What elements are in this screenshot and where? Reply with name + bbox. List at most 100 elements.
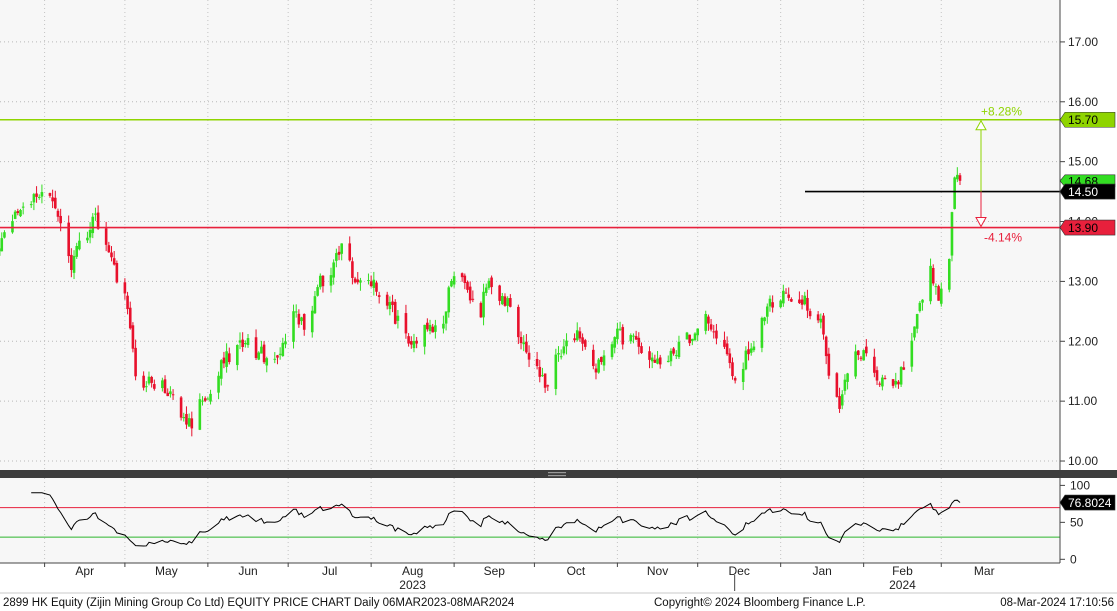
year-label: 2023 [399, 578, 426, 592]
candle-body [284, 341, 287, 345]
candle-body [67, 222, 70, 257]
candle-body [618, 328, 622, 330]
candle-body [385, 294, 389, 306]
candle-body [415, 340, 418, 344]
candle-body [16, 211, 20, 214]
candle-body [610, 344, 614, 358]
candle-body [147, 376, 151, 384]
candle-body [873, 356, 876, 373]
year-label: 2024 [889, 578, 916, 592]
candle-body [709, 324, 713, 330]
candle-body [835, 373, 839, 397]
candle-body [396, 315, 400, 321]
panel-divider[interactable] [0, 470, 1117, 478]
candle-body [854, 351, 857, 377]
month-label: Nov [647, 564, 668, 578]
candle-body [313, 296, 317, 314]
candle-body [340, 243, 343, 254]
candle-body [878, 383, 882, 385]
candle-body [503, 296, 507, 306]
candle-body [254, 337, 258, 359]
candle-body [562, 346, 566, 354]
candle-body [600, 356, 603, 362]
month-label: Jan [812, 564, 831, 578]
candle-body [929, 265, 932, 302]
candle-body [790, 299, 793, 302]
candle-body [434, 325, 437, 332]
candle-body [581, 337, 584, 344]
candle-body [35, 193, 38, 197]
candle-body [471, 298, 475, 300]
candle-body [278, 353, 282, 355]
candle-body [541, 375, 544, 377]
candle-body [281, 342, 285, 357]
candle-body [913, 326, 916, 338]
candle-body [693, 333, 697, 341]
candle-body [142, 375, 145, 388]
candle-body [150, 377, 153, 383]
candle-body [637, 337, 641, 347]
candle-body [91, 216, 95, 234]
candle-body [407, 336, 410, 344]
candle-body [592, 349, 595, 367]
candle-body [484, 287, 488, 293]
candle-body [629, 335, 633, 342]
candle-body [899, 367, 903, 385]
candle-body [865, 346, 868, 354]
candle-body [209, 393, 212, 402]
candle-body [747, 349, 750, 355]
candle-body [423, 324, 426, 347]
candle-body [310, 310, 314, 333]
candle-body [546, 385, 550, 387]
candle-body [273, 358, 277, 360]
candle-body [404, 313, 408, 334]
x-axis: Apr May Jun Jul Aug Sep Oct Nov Dec Jan Feb Mar 2023… [44, 563, 995, 592]
stop-arrow-head [975, 217, 987, 228]
candle-body [388, 302, 392, 310]
candle-body [741, 368, 745, 382]
candle-body [723, 339, 726, 347]
indicator-line [31, 492, 961, 547]
candle-body [236, 344, 239, 366]
indicator-value-tag-text: 76.8024 [1068, 496, 1112, 510]
candle-body [656, 358, 659, 364]
candle-body [634, 336, 638, 340]
candle-body [594, 368, 598, 373]
indicator-tick-label: 0 [1070, 552, 1077, 566]
candle-body [752, 346, 756, 351]
candle-body [765, 306, 769, 317]
candle-body [463, 275, 467, 283]
candle-body [276, 355, 279, 358]
candle-body [800, 299, 804, 305]
candle-body [500, 296, 504, 305]
candle-body [131, 325, 135, 349]
candle-body [447, 287, 451, 313]
candle-body [70, 254, 73, 270]
candle-body [48, 193, 52, 196]
candle-body [947, 258, 951, 290]
candle-body [332, 262, 335, 278]
target-pct-label: +8.28% [981, 105, 1022, 119]
candle-body [648, 351, 651, 360]
candle-body [613, 337, 617, 348]
candle-body [86, 237, 89, 241]
candle-body [185, 413, 188, 425]
candle-body [262, 344, 266, 363]
candle-body [412, 341, 416, 349]
candle-body [575, 330, 579, 341]
candle-body [525, 341, 528, 353]
candle-body [565, 340, 568, 347]
candle-body [725, 343, 729, 355]
candle-body [246, 338, 250, 346]
candle-body [153, 384, 156, 389]
candle-body [171, 394, 175, 396]
candle-body [653, 359, 657, 363]
footer-title: 2899 HK Equity (Zijin Mining Group Co Lt… [3, 597, 515, 609]
candle-body [669, 350, 673, 362]
candle-body [393, 301, 397, 324]
footer-copyright: Copyright© 2024 Bloomberg Finance L.P. [654, 597, 866, 609]
candle-body [444, 311, 448, 324]
candle-body [846, 373, 849, 382]
candle-body [238, 340, 242, 343]
